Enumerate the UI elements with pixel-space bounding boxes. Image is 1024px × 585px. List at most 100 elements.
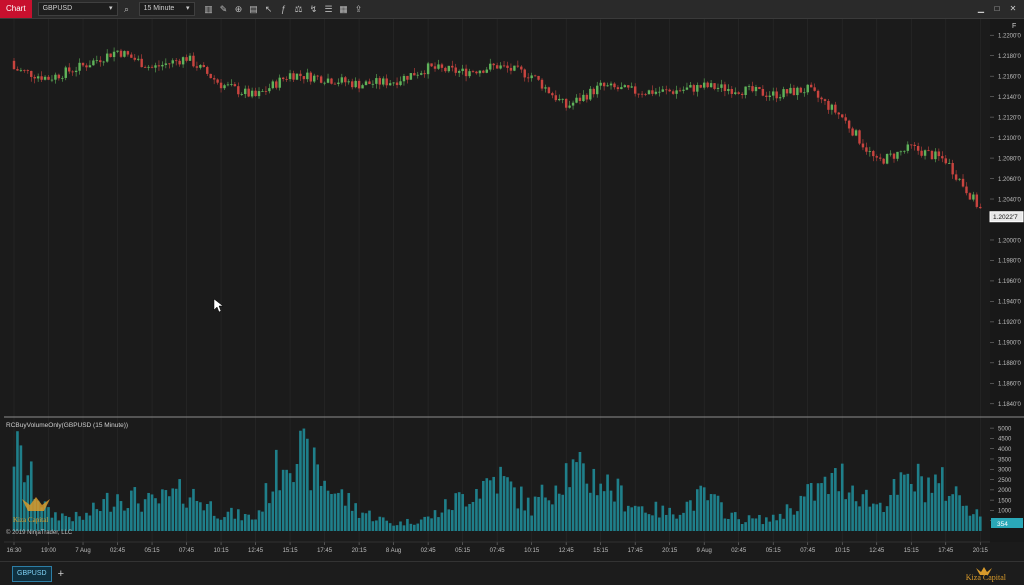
candle: [837, 112, 840, 115]
candle: [489, 63, 492, 70]
volume-bar: [516, 508, 520, 531]
time-axis[interactable]: 16:30 19:00 7 Aug 02:45 05:15 07:45 10:15 12:45…: [4, 541, 990, 554]
candle: [126, 51, 130, 55]
price-tick-label: 1.2160'0: [998, 74, 1021, 80]
minimize-icon[interactable]: ▁: [977, 4, 985, 13]
candle: [927, 150, 930, 152]
volume-bar: [202, 510, 206, 531]
volume-bar: [81, 519, 85, 531]
volume-bar: [834, 468, 837, 531]
volume-bar: [947, 495, 951, 531]
candle: [43, 76, 47, 80]
candle: [568, 105, 571, 108]
close-icon[interactable]: ✕: [1009, 4, 1017, 13]
drawing-tools-icon[interactable]: ✎: [219, 4, 228, 14]
volume-bar: [702, 487, 706, 531]
volume-bar: [454, 493, 458, 531]
volume-bar: [658, 517, 661, 531]
candle: [109, 53, 112, 58]
maximize-icon[interactable]: □: [994, 4, 1000, 13]
volume-bar: [471, 501, 475, 531]
volume-bar: [806, 484, 810, 531]
volume-bar: [689, 500, 692, 531]
panel-letter: F: [1012, 23, 1016, 30]
candle: [333, 83, 337, 85]
candle: [30, 70, 33, 77]
volume-bar: [378, 516, 382, 531]
price-tick-label: 1.2180'0: [998, 54, 1021, 60]
volume-bar: [47, 507, 50, 531]
indicators-icon[interactable]: ƒ: [281, 4, 287, 14]
instrument-tab[interactable]: GBPUSD: [12, 565, 52, 582]
volume-bar: [592, 468, 596, 531]
time-tick-label: 02:45: [110, 548, 126, 554]
price-tick-label: 1.1940'0: [998, 300, 1021, 306]
candle: [264, 91, 268, 92]
bar-type-icon[interactable]: ▥: [204, 4, 213, 14]
chart-trader-icon[interactable]: ↯: [309, 4, 318, 14]
candle: [371, 83, 375, 85]
templates-icon[interactable]: ▤: [249, 4, 258, 14]
candle: [461, 68, 464, 72]
chart-tab[interactable]: Chart: [0, 0, 32, 18]
volume-bar: [140, 511, 143, 531]
candle: [609, 83, 613, 86]
candle: [406, 75, 409, 80]
candle: [399, 81, 402, 86]
volume-bar: [261, 511, 264, 531]
price-tick-label: 1.1900'0: [998, 341, 1021, 347]
add-tab-icon[interactable]: +: [57, 567, 64, 580]
candle: [212, 78, 216, 80]
candle: [979, 206, 982, 209]
price-scale[interactable]: 1.2200'0 1.2180'0 1.2160'0 1.2140'0 1.2120'0…: [990, 34, 1021, 409]
candle: [105, 53, 109, 62]
share-icon[interactable]: ⇪: [354, 4, 363, 14]
indicator-label[interactable]: RCBuyVolumeOnly(GBPUSD (15 Minute)): [6, 422, 128, 429]
pointer-icon[interactable]: ↖: [264, 4, 273, 14]
time-tick-label: 17:45: [317, 548, 333, 554]
candle: [630, 86, 633, 88]
price-tick-label: 1.1980'0: [998, 259, 1021, 265]
volume-bar: [626, 505, 630, 531]
volume-bar: [978, 516, 982, 531]
candle: [147, 66, 150, 68]
candle: [292, 73, 295, 80]
copyright-text: © 2019 NinjaTrader, LLC: [6, 529, 73, 536]
volume-bar: [381, 517, 385, 531]
instrument-selector[interactable]: GBPUSD ▾: [37, 2, 118, 16]
candle: [261, 91, 264, 92]
volume-bar: [930, 492, 934, 531]
instrument-value: GBPUSD: [42, 5, 73, 12]
interval-selector[interactable]: 15 Minute ▾: [138, 2, 195, 16]
candle: [613, 83, 616, 88]
candle: [416, 74, 419, 76]
data-box-icon[interactable]: ▦: [339, 4, 348, 14]
volume-bar: [354, 503, 357, 531]
candle: [720, 84, 723, 88]
volume-bar: [98, 511, 102, 531]
volume-bar: [12, 466, 16, 531]
volume-bar: [620, 485, 623, 531]
candle: [847, 120, 851, 129]
search-icon[interactable]: ⌕: [124, 4, 130, 14]
volume-bar: [154, 498, 157, 531]
time-tick-label: 12:45: [559, 548, 575, 554]
watermark-text: Kiza Capital: [13, 516, 48, 524]
candle: [188, 55, 192, 61]
volume-bar: [602, 491, 606, 531]
candle: [347, 81, 350, 83]
volume-tick-label: 5000: [998, 426, 1012, 432]
strategies-icon[interactable]: ⚖: [294, 4, 303, 14]
chart-area[interactable]: 1.2200'0 1.2180'0 1.2160'0 1.2140'0 1.2120'0…: [0, 19, 1024, 561]
volume-bar: [278, 490, 282, 531]
candle: [678, 90, 682, 92]
volume-bar: [733, 512, 737, 531]
zoom-icon[interactable]: ⊕: [234, 4, 243, 14]
properties-icon[interactable]: ☰: [324, 4, 333, 14]
candle: [326, 78, 330, 83]
volume-bar: [599, 483, 602, 531]
volume-bar: [347, 493, 351, 531]
volume-bar: [613, 501, 616, 531]
candle: [620, 87, 623, 90]
candle: [602, 82, 606, 87]
